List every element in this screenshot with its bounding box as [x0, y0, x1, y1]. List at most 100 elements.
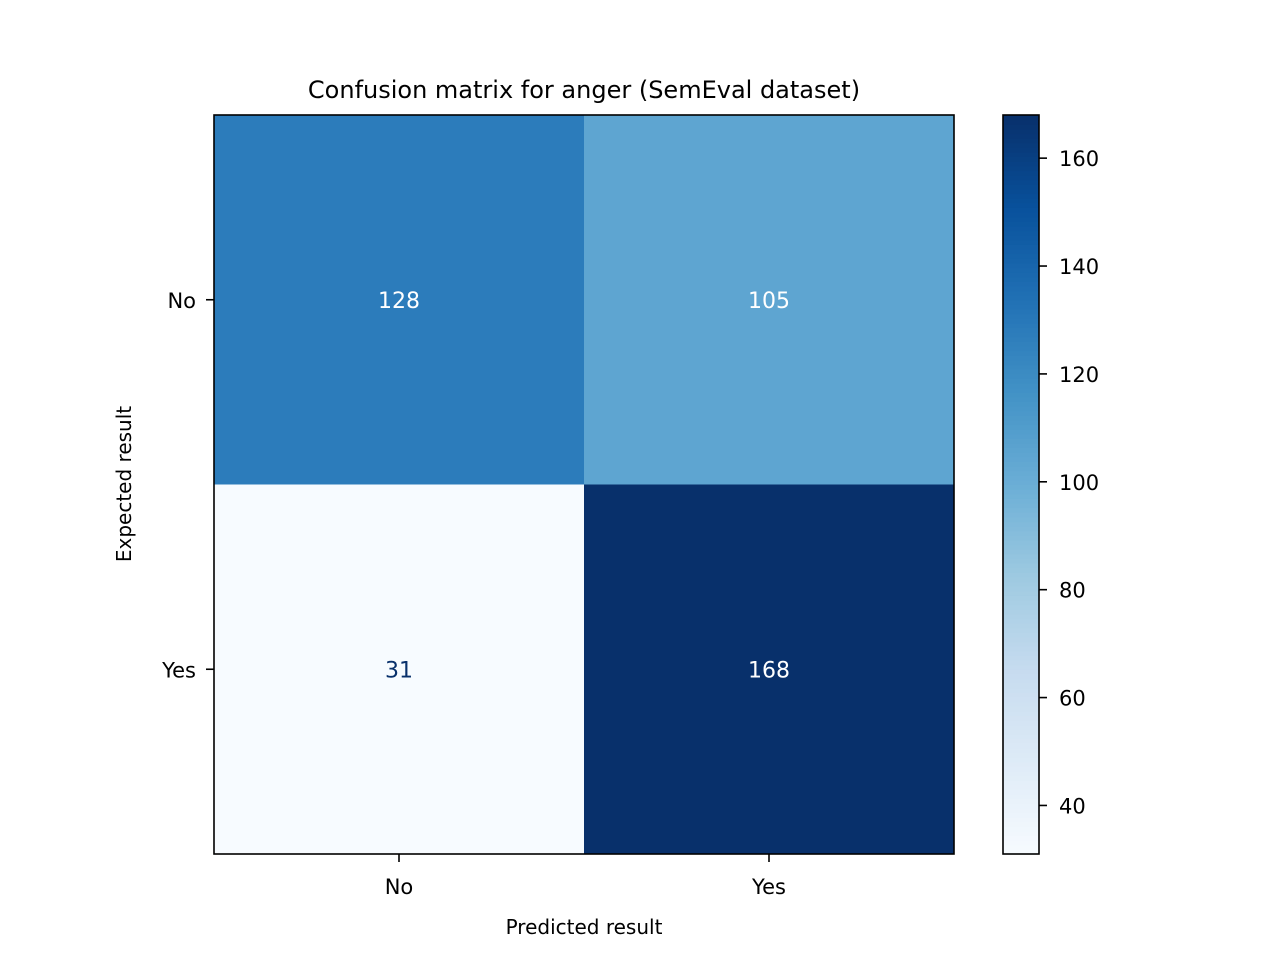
colorbar-segment	[1003, 729, 1039, 735]
colorbar-segment	[1003, 784, 1039, 790]
colorbar-segment	[1003, 170, 1039, 176]
colorbar-segment	[1003, 789, 1039, 795]
colorbar-segment	[1003, 175, 1039, 181]
colorbar-segment	[1003, 766, 1039, 772]
colorbar-segment	[1003, 442, 1039, 449]
colorbar-segment	[1003, 244, 1039, 250]
colorbar-segment	[1003, 128, 1039, 135]
colorbar-segment	[1003, 124, 1039, 130]
colorbar-segment	[1003, 433, 1039, 439]
colorbar-segment	[1003, 780, 1039, 786]
colorbar-segment	[1003, 830, 1039, 837]
colorbar-segment	[1003, 636, 1039, 643]
x-tick-label: No	[385, 875, 414, 899]
colorbar-segment	[1003, 798, 1039, 804]
colorbar-tick-label: 40	[1059, 794, 1086, 818]
colorbar-segment	[1003, 235, 1039, 241]
colorbar-segment	[1003, 835, 1039, 841]
colorbar-segment	[1003, 202, 1039, 208]
colorbar-segment	[1003, 156, 1039, 162]
colorbar-segment	[1003, 507, 1039, 513]
y-tick-label: No	[167, 289, 196, 313]
cell-value-label: 105	[748, 289, 790, 314]
colorbar-segment	[1003, 844, 1039, 850]
colorbar-segment	[1003, 456, 1039, 463]
matrix-cell	[214, 484, 585, 855]
colorbar-segment	[1003, 526, 1039, 532]
colorbar-segment	[1003, 618, 1039, 624]
colorbar-segment	[1003, 165, 1039, 172]
colorbar-segment	[1003, 512, 1039, 518]
colorbar-segment	[1003, 803, 1039, 809]
matrix-cell	[584, 484, 955, 855]
colorbar-segment	[1003, 701, 1039, 707]
colorbar-segment	[1003, 350, 1039, 356]
colorbar-segment	[1003, 415, 1039, 421]
colorbar-segment	[1003, 318, 1039, 324]
colorbar-segment	[1003, 535, 1039, 541]
x-axis-ticks: No Yes	[385, 854, 786, 899]
colorbar-segment	[1003, 479, 1039, 486]
colorbar-segment	[1003, 516, 1039, 523]
colorbar-segment	[1003, 673, 1039, 680]
colorbar-segment	[1003, 650, 1039, 656]
colorbar-segment	[1003, 405, 1039, 412]
colorbar-segment	[1003, 248, 1039, 255]
colorbar-segment	[1003, 142, 1039, 148]
colorbar-segment	[1003, 696, 1039, 703]
colorbar-segment	[1003, 539, 1039, 546]
colorbar-segment	[1003, 332, 1039, 338]
colorbar-segment	[1003, 239, 1039, 245]
colorbar-segment	[1003, 770, 1039, 777]
colorbar-segment	[1003, 553, 1039, 559]
colorbar-segment	[1003, 262, 1039, 269]
colorbar-segment	[1003, 502, 1039, 509]
colorbar-segment	[1003, 470, 1039, 476]
colorbar-segment	[1003, 747, 1039, 753]
colorbar-segment	[1003, 761, 1039, 767]
colorbar-segment	[1003, 341, 1039, 347]
colorbar-segment	[1003, 590, 1039, 596]
colorbar-segment	[1003, 308, 1039, 315]
matrix-cell	[214, 115, 585, 485]
colorbar: 40 60 80 100 120 140 160	[1002, 114, 1099, 855]
colorbar-segment	[1003, 544, 1039, 550]
colorbar-segment	[1003, 138, 1039, 144]
colorbar-segment	[1003, 757, 1039, 763]
colorbar-segment	[1003, 193, 1039, 199]
colorbar-segment	[1003, 475, 1039, 481]
colorbar-segment	[1003, 683, 1039, 689]
colorbar-tick-label: 60	[1059, 687, 1086, 711]
colorbar-segment	[1003, 429, 1039, 435]
colorbar-segment	[1003, 447, 1039, 453]
colorbar-segment	[1003, 382, 1039, 389]
colorbar-segment	[1003, 687, 1039, 693]
colorbar-segment	[1003, 530, 1039, 536]
colorbar-segment	[1003, 498, 1039, 504]
colorbar-segment	[1003, 281, 1039, 287]
colorbar-segment	[1003, 322, 1039, 329]
colorbar-segment	[1003, 632, 1039, 638]
colorbar-segment	[1003, 493, 1039, 499]
colorbar-segment	[1003, 595, 1039, 601]
colorbar-segment	[1003, 572, 1039, 578]
colorbar-segment	[1003, 369, 1039, 375]
colorbar-segment	[1003, 817, 1039, 823]
colorbar-segment	[1003, 392, 1039, 398]
colorbar-segment	[1003, 336, 1039, 342]
colorbar-segment	[1003, 290, 1039, 296]
colorbar-segment	[1003, 184, 1039, 190]
colorbar-segment	[1003, 613, 1039, 620]
colorbar-segment	[1003, 147, 1039, 153]
colorbar-segment	[1003, 207, 1039, 213]
colorbar-segment	[1003, 706, 1039, 712]
colorbar-segment	[1003, 549, 1039, 555]
colorbar-segment	[1003, 484, 1039, 490]
colorbar-segment	[1003, 775, 1039, 781]
colorbar-segment	[1003, 599, 1039, 606]
colorbar-segment	[1003, 710, 1039, 717]
colorbar-tick-label: 120	[1059, 363, 1099, 387]
x-axis-label: Predicted result	[506, 915, 663, 939]
